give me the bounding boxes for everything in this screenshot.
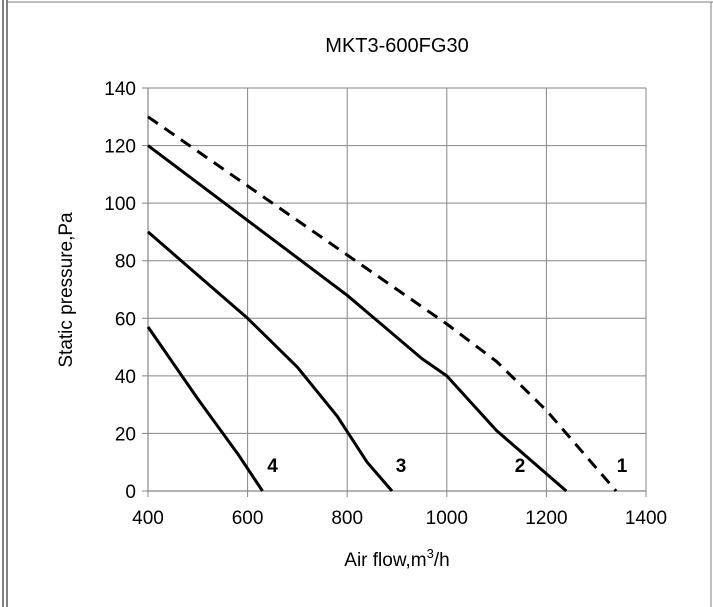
x-tick-label-1400: 1400 <box>625 508 667 529</box>
x-axis-label: Air flow,m3/h <box>344 546 449 571</box>
series-line-2 <box>147 144 568 493</box>
x-tick-label-400: 400 <box>132 508 164 529</box>
x-axis-label-sup: 3 <box>427 546 434 561</box>
series-line-3 <box>147 230 394 492</box>
y-tick-label-0: 0 <box>125 482 136 503</box>
y-tick-label-140: 140 <box>104 79 136 100</box>
y-tick-label-120: 120 <box>104 137 136 158</box>
series-line-4 <box>146 326 264 492</box>
axes <box>142 87 647 497</box>
series-label-1: 1 <box>617 456 628 477</box>
chart-title: MKT3-600FG30 <box>325 35 468 57</box>
x-tick-label-1000: 1000 <box>426 508 468 529</box>
series <box>146 115 618 493</box>
series-label-3: 3 <box>396 456 407 477</box>
y-tick-label-100: 100 <box>104 194 136 215</box>
y-tick-label-40: 40 <box>115 367 136 388</box>
x-axis-label-suffix: /h <box>434 550 450 571</box>
y-tick-label-20: 20 <box>115 424 136 445</box>
y-tick-label-80: 80 <box>115 252 136 273</box>
x-tick-label-800: 800 <box>331 508 363 529</box>
series-label-4: 4 <box>267 456 278 477</box>
tick-labels: 0 20 40 60 80 100 120 140 400 600 800 1000 1200 1400 <box>104 79 667 529</box>
x-axis-label-main: Air flow,m <box>344 550 426 571</box>
series-line-1 <box>147 115 618 492</box>
y-tick-label-60: 60 <box>115 309 136 330</box>
x-tick-label-1200: 1200 <box>525 508 567 529</box>
y-axis-label: Static pressure,Pa <box>56 212 77 368</box>
x-tick-label-600: 600 <box>232 508 264 529</box>
series-label-2: 2 <box>515 456 526 477</box>
series-labels: 1 2 3 4 <box>267 456 628 477</box>
